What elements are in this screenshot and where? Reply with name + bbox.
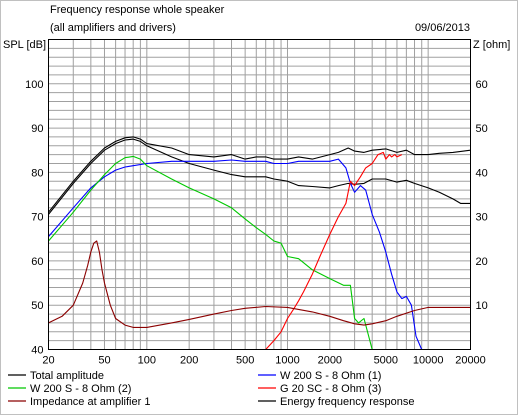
legend-label: G 20 SC - 8 Ohm (3) xyxy=(280,383,381,395)
axis-ticks: 20 50 100 200 500 1000 2000 5000 10000 20000 40 50 6… xyxy=(25,79,488,367)
series-line-w-200-s-8-ohm-1 xyxy=(48,158,423,350)
y-tick-label: 50 xyxy=(31,300,43,312)
y-axis-label: SPL [dB] xyxy=(3,39,46,51)
y2-tick-label: 60 xyxy=(476,79,488,91)
y2-tick-label: 50 xyxy=(476,123,488,135)
y-tick-label: 40 xyxy=(31,345,43,357)
x-tick-label: 20000 xyxy=(455,355,486,367)
x-tick-label: 50 xyxy=(98,355,110,367)
legend-label: W 200 S - 8 Ohm (2) xyxy=(30,383,131,395)
legend: Total amplitude W 200 S - 8 Ohm (1) W 200 … xyxy=(8,370,415,408)
series-lines xyxy=(48,136,471,351)
legend-label: Impedance at amplifier 1 xyxy=(30,396,150,408)
y2-axis-label: Z [ohm] xyxy=(473,39,510,51)
grid-lines xyxy=(48,39,471,350)
y2-tick-label: 20 xyxy=(476,256,488,268)
legend-label: Energy frequency response xyxy=(280,396,415,408)
plot-frame xyxy=(48,39,471,350)
y-tick-label: 100 xyxy=(25,79,43,91)
x-tick-label: 5000 xyxy=(374,355,398,367)
y2-tick-label: 30 xyxy=(476,212,488,224)
y-tick-label: 70 xyxy=(31,212,43,224)
legend-label: W 200 S - 8 Ohm (1) xyxy=(280,370,381,382)
chart-title: Frequency response whole speaker xyxy=(50,4,225,16)
y-tick-label: 60 xyxy=(31,256,43,268)
legend-label: Total amplitude xyxy=(30,370,104,382)
x-tick-label: 2000 xyxy=(318,355,342,367)
chart-date: 09/06/2013 xyxy=(415,22,470,34)
x-tick-label: 500 xyxy=(236,355,254,367)
series-line-w-200-s-8-ohm-2 xyxy=(48,155,380,351)
y2-tick-label: 10 xyxy=(476,300,488,312)
series-line-impedance-at-amplifier-1 xyxy=(48,240,471,328)
x-tick-label: 1000 xyxy=(275,355,299,367)
x-tick-label: 100 xyxy=(138,355,156,367)
series-line-g-20-sc-8-ohm-3 xyxy=(265,151,403,350)
x-tick-label: 20 xyxy=(42,355,54,367)
y2-tick-label: 40 xyxy=(476,167,488,179)
chart-subtitle: (all amplifiers and drivers) xyxy=(50,22,176,34)
series-line-energy-frequency-response xyxy=(48,138,471,215)
x-tick-label: 10000 xyxy=(413,355,444,367)
y-tick-label: 90 xyxy=(31,123,43,135)
y-tick-label: 80 xyxy=(31,167,43,179)
series-line-total-amplitude xyxy=(48,136,471,213)
x-tick-label: 200 xyxy=(180,355,198,367)
